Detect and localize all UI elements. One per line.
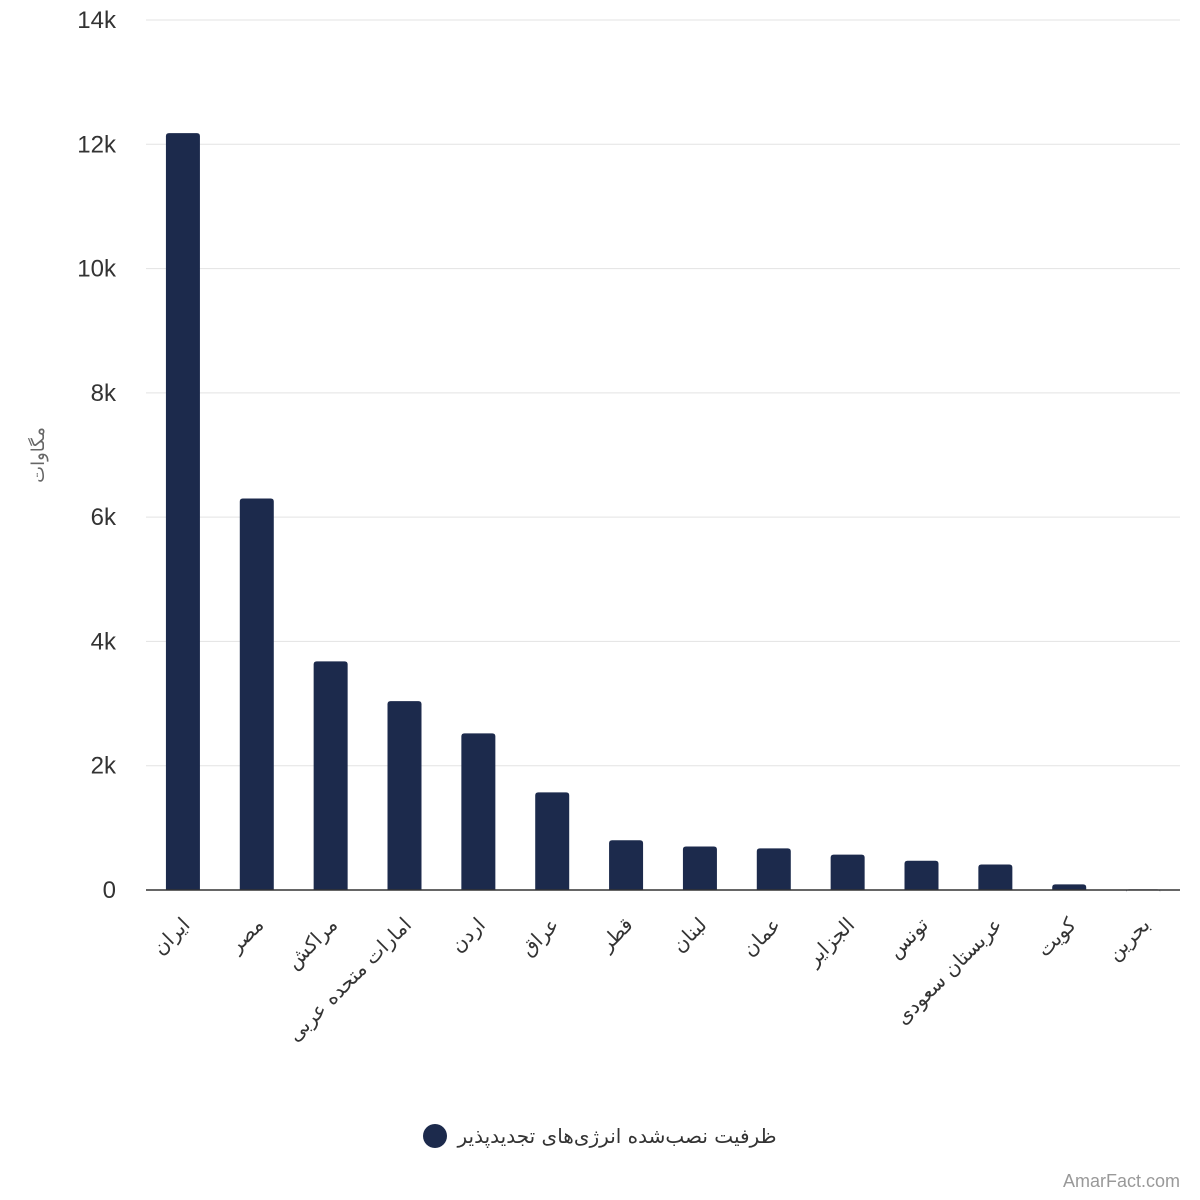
x-tick-label: مصر <box>223 913 268 958</box>
bar[interactable] <box>904 860 939 890</box>
bar[interactable] <box>535 792 570 890</box>
bar[interactable] <box>461 733 496 890</box>
x-tick-label: لبنان <box>667 913 712 958</box>
x-tick-label: عمان <box>737 913 785 961</box>
x-tick-label: تونس <box>883 913 933 963</box>
bar[interactable] <box>387 701 422 890</box>
bar[interactable] <box>1052 884 1087 890</box>
y-tick-label: 12k <box>77 131 117 158</box>
x-tick-label: کویت <box>1032 912 1081 961</box>
y-axis-title: مگاوات <box>27 427 49 483</box>
y-axis-ticks: 0 2k 4k 6k 8k 10k 12k 14k <box>77 7 117 904</box>
y-tick-label: 8k <box>91 380 117 407</box>
y-tick-label: 4k <box>91 628 117 655</box>
bar[interactable] <box>978 864 1013 890</box>
bar[interactable] <box>756 848 791 890</box>
y-tick-label: 10k <box>77 256 117 283</box>
legend[interactable]: ظرفیت نصب‌شده انرژی‌های تجدیدپذیر <box>0 1124 1200 1148</box>
bar[interactable] <box>682 846 717 891</box>
gridlines <box>146 19 1180 767</box>
bar[interactable] <box>313 661 348 890</box>
x-tick-label: ایران <box>148 913 195 960</box>
legend-marker-icon <box>423 1124 448 1148</box>
bar[interactable] <box>609 840 644 890</box>
bar[interactable] <box>830 854 865 890</box>
x-tick-label: الجزایر <box>801 913 860 972</box>
y-tick-label: 0 <box>103 877 116 904</box>
y-tick-label: 2k <box>91 753 117 780</box>
x-tick-label: قطر <box>594 913 638 957</box>
watermark: AmarFact.com <box>1062 1171 1180 1191</box>
legend-label: ظرفیت نصب‌شده انرژی‌های تجدیدپذیر <box>457 1124 777 1148</box>
x-tick-label: اردن <box>445 913 489 957</box>
bars <box>165 133 1161 893</box>
x-tick-label: بحرین <box>1102 913 1155 966</box>
x-tick-label: مراکش <box>281 913 342 974</box>
y-tick-label: 14k <box>77 7 117 34</box>
bar[interactable] <box>165 133 200 891</box>
y-tick-label: 6k <box>91 504 117 531</box>
bar[interactable] <box>239 498 274 891</box>
x-tick-label: عراق <box>516 913 564 961</box>
x-tick-label: امارات متحده عربی <box>282 913 416 1047</box>
